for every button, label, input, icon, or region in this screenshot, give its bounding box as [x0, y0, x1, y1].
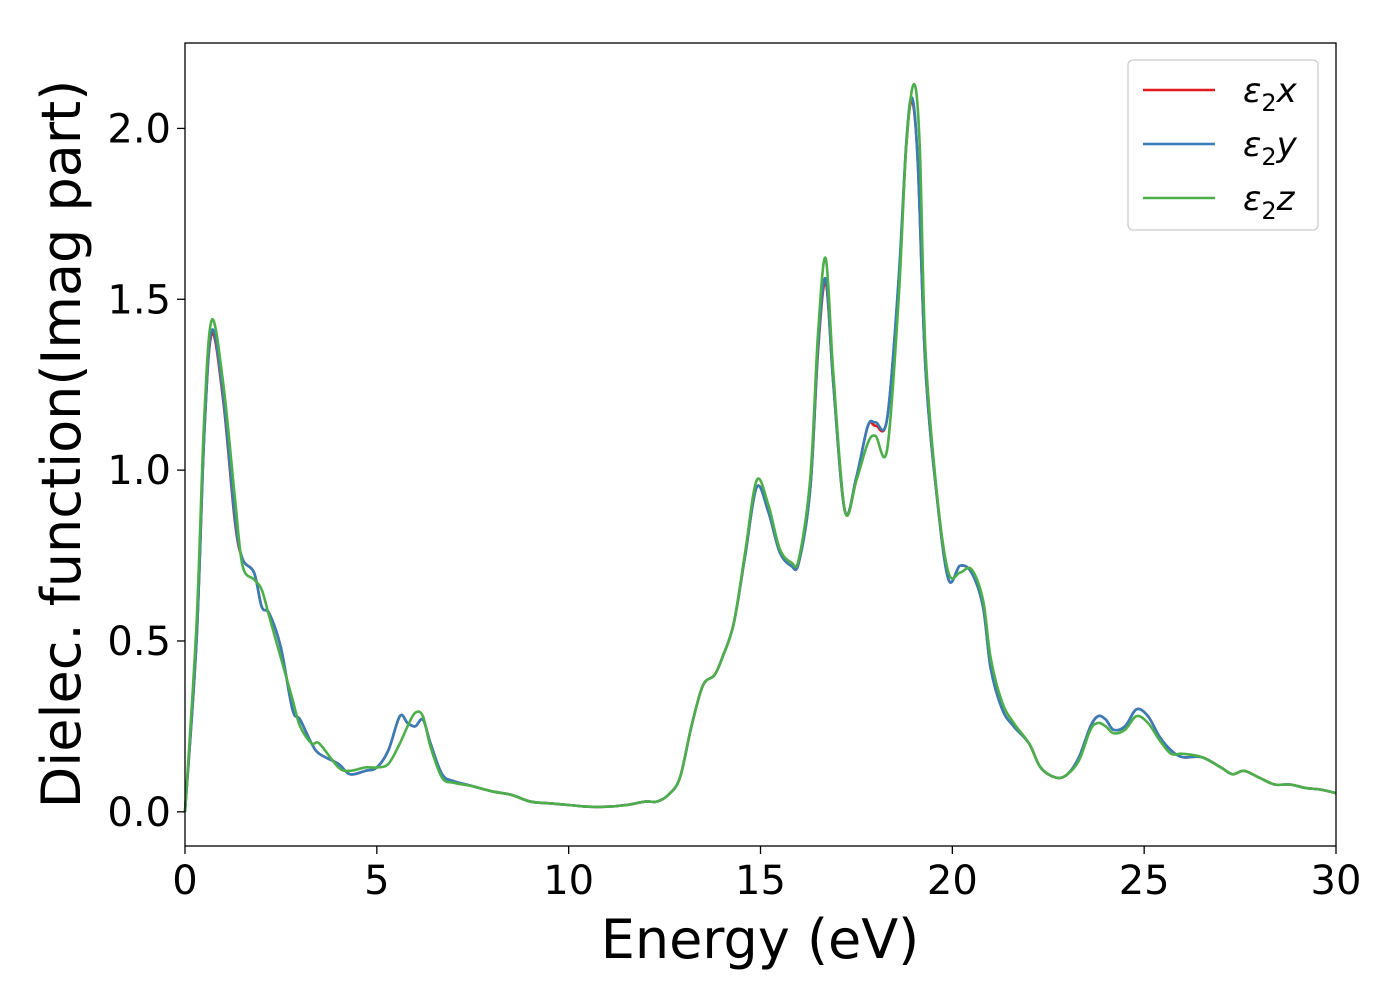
x-tick-label: 0 [172, 858, 197, 904]
x-tick-label: 10 [543, 858, 594, 904]
legend-label-x: ε2x [1243, 71, 1298, 117]
x-tick-label: 20 [927, 858, 978, 904]
series-layer [183, 82, 1337, 812]
legend-label-z: ε2z [1243, 179, 1296, 225]
y-tick-label: 0.0 [107, 790, 171, 836]
x-tick-label: 5 [364, 858, 389, 904]
x-tick-label: 25 [1119, 858, 1170, 904]
series-line-z [183, 82, 1337, 812]
x-axis-label: Energy (eV) [601, 908, 920, 971]
y-tick-label: 1.0 [107, 448, 171, 494]
y-axis-ticks: 0.0 0.5 1.0 1.5 2.0 [107, 106, 185, 836]
legend: ε2x ε2y ε2z [1127, 59, 1319, 231]
x-tick-label: 15 [735, 858, 786, 904]
x-axis-ticks: 0 5 10 15 20 25 30 [172, 846, 1361, 904]
y-tick-label: 2.0 [107, 106, 171, 152]
legend-box [1127, 59, 1319, 231]
y-tick-label: 0.5 [107, 619, 171, 665]
y-tick-label: 1.5 [107, 277, 171, 323]
legend-label-y: ε2y [1243, 125, 1298, 171]
series-line-y [183, 96, 1337, 812]
y-axis-label: Dielec. function(Imag part) [30, 80, 93, 809]
x-tick-label: 30 [1311, 858, 1362, 904]
